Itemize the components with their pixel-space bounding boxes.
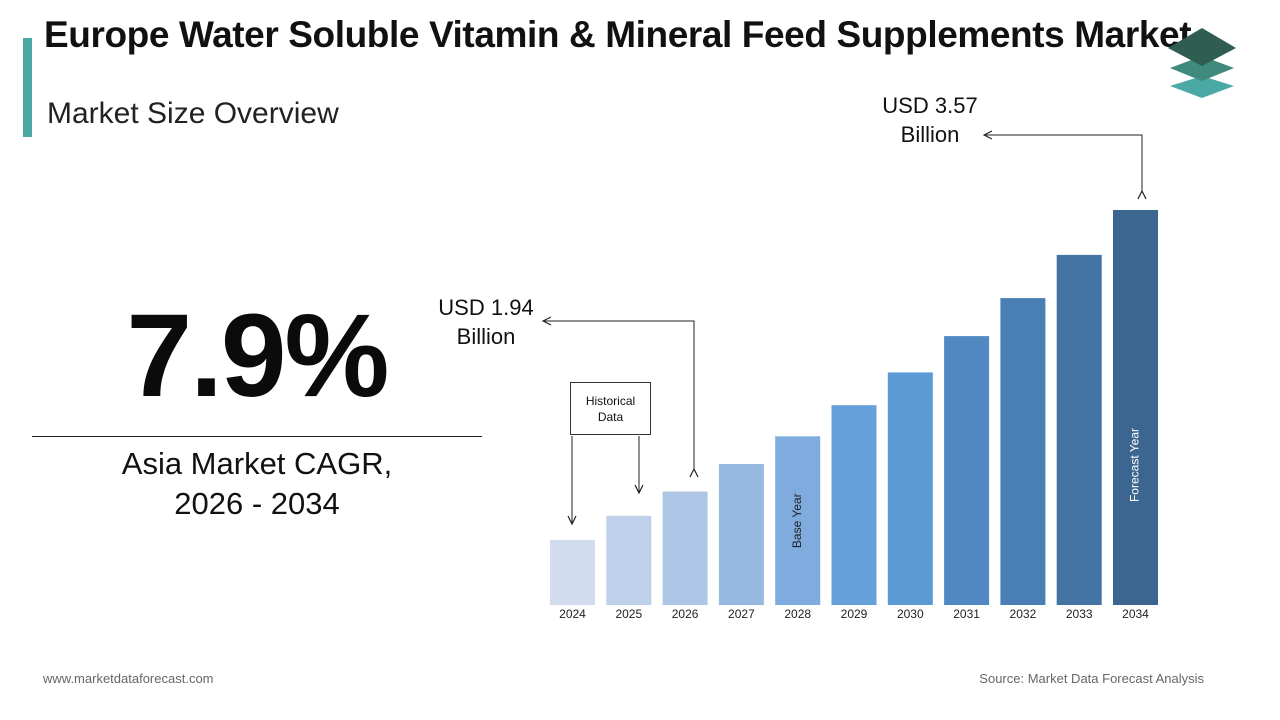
x-tick-label-2029: 2029 <box>841 607 868 621</box>
page-subtitle: Market Size Overview <box>47 97 339 130</box>
page-title: Europe Water Soluble Vitamin & Mineral F… <box>44 14 1192 55</box>
cagr-value: 7.9% <box>126 290 390 422</box>
cagr-label-line1: Asia Market CAGR, <box>121 446 393 481</box>
x-tick-label-2028: 2028 <box>784 607 811 621</box>
cagr-label-line2: 2026 - 2034 <box>174 486 340 521</box>
x-tick-label-2027: 2027 <box>728 607 755 621</box>
bar-2027 <box>718 464 764 605</box>
end-value-arrow <box>984 135 1142 191</box>
bar-2030 <box>887 372 933 605</box>
bar-2031 <box>944 336 990 605</box>
bar-2028 <box>775 436 821 605</box>
bar-2032 <box>1000 298 1046 605</box>
bar-label-2028: Base Year <box>790 493 804 548</box>
bar-2033 <box>1056 254 1102 605</box>
labels-layer: 2024 2025 2026 2027 2028 2029 2030 2031 2032 2033… <box>559 428 1149 621</box>
x-tick-label-2034: 2034 <box>1122 607 1149 621</box>
end-value-line1: USD 3.57 <box>882 93 978 118</box>
bar-label-2034: Forecast Year <box>1128 428 1142 502</box>
x-tick-label-2033: 2033 <box>1066 607 1093 621</box>
x-tick-label-2031: 2031 <box>953 607 980 621</box>
end-value-callout: USD 3.57 Billion <box>870 91 990 149</box>
bar-2025 <box>606 515 652 605</box>
bar-2024 <box>550 540 595 605</box>
cagr-divider <box>32 436 482 437</box>
start-value-arrow <box>543 321 694 469</box>
x-tick-label-2032: 2032 <box>1010 607 1037 621</box>
bar-2034 <box>1113 210 1158 605</box>
cagr-label: Asia Market CAGR, 2026 - 2034 <box>32 444 482 524</box>
callout-arrows <box>543 135 1142 524</box>
historical-line2: Data <box>597 409 624 424</box>
x-tick-label-2024: 2024 <box>559 607 586 621</box>
x-tick-label-2025: 2025 <box>615 607 642 621</box>
x-tick-label-2026: 2026 <box>672 607 699 621</box>
bars-layer <box>550 210 1158 605</box>
bar-2029 <box>831 405 877 605</box>
start-value-line2: Billion <box>456 324 516 349</box>
start-value-callout: USD 1.94 Billion <box>426 293 546 351</box>
start-value-line1: USD 1.94 <box>438 295 534 320</box>
stacked-layers-icon <box>1168 28 1236 98</box>
historical-data-box: Historical Data <box>570 382 651 435</box>
footer-website: www.marketdataforecast.com <box>43 671 214 686</box>
bar-2026 <box>662 491 708 605</box>
x-tick-label-2030: 2030 <box>897 607 924 621</box>
accent-bar <box>23 38 32 137</box>
end-value-line2: Billion <box>900 122 960 147</box>
historical-line1: Historical <box>585 393 636 408</box>
footer-source: Source: Market Data Forecast Analysis <box>979 671 1204 686</box>
